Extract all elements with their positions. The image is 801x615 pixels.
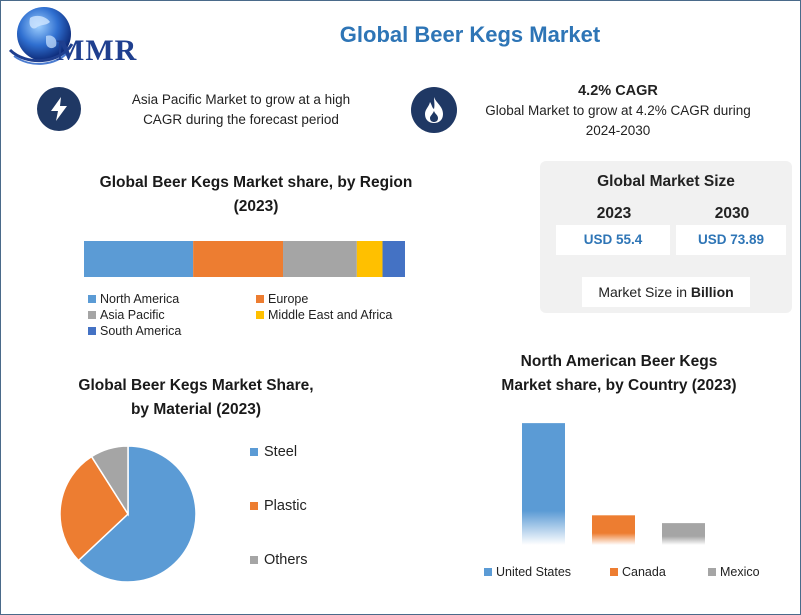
legend-swatch <box>250 502 258 510</box>
legend-item-middle-east-and-africa: Middle East and Africa <box>256 308 392 322</box>
legend-label: Europe <box>268 292 309 306</box>
bar-canada <box>592 515 635 545</box>
mmr-logo: MMR <box>6 4 166 70</box>
bar-mexico <box>662 523 705 545</box>
legend-item-plastic: Plastic <box>250 498 307 514</box>
legend-swatch <box>610 568 618 576</box>
chart-title-line: Global Beer Kegs Market Share, <box>78 377 314 394</box>
legend-swatch <box>256 311 264 319</box>
chart-title-line: by Material (2023) <box>130 401 262 418</box>
legend-item-canada: Canada <box>610 565 666 579</box>
legend-label: Plastic <box>264 498 307 514</box>
legend-swatch <box>250 448 258 456</box>
highlight-asia-pacific: Asia Pacific Market to grow at a high CA… <box>110 90 372 130</box>
region-stacked-bar <box>84 241 405 277</box>
legend-swatch <box>708 568 716 576</box>
legend-label: Mexico <box>720 565 760 579</box>
legend-label: North America <box>100 292 180 306</box>
legend-item-south-america: South America <box>88 324 181 338</box>
market-size-note: Market Size in Billion <box>582 277 750 307</box>
chart-title-line: Market share, by Country (2023) <box>501 377 737 394</box>
market-size-title: Global Market Size <box>597 173 735 190</box>
bar-segment-europe <box>193 241 284 277</box>
highlight-line: CAGR during the forecast period <box>143 112 339 127</box>
country-chart-title: North American Beer Kegs Market share, b… <box>460 350 778 398</box>
year-2030: 2030 <box>714 205 750 222</box>
bar-segment-asia-pacific <box>283 241 357 277</box>
material-legend: Steel Plastic Others <box>250 440 370 580</box>
legend-swatch <box>88 327 96 335</box>
bar-segment-north-america <box>84 241 194 277</box>
legend-swatch <box>256 295 264 303</box>
value-2030: USD 73.89 <box>676 225 786 255</box>
chart-title-line: Global Beer Kegs Market share, by Region <box>99 174 413 191</box>
market-size-panel: Global Market Size 2023 2030 USD 55.4 US… <box>540 161 792 313</box>
chart-title-line: (2023) <box>233 198 279 215</box>
legend-item-others: Others <box>250 552 308 568</box>
legend-item-asia-pacific: Asia Pacific <box>88 308 165 322</box>
logo-text: MMR <box>56 34 138 67</box>
flame-icon <box>411 87 457 133</box>
highlight-line: 2024-2030 <box>585 123 651 138</box>
highlight-line: Asia Pacific Market to grow at a high <box>131 92 351 107</box>
region-chart-title: Global Beer Kegs Market share, by Region… <box>80 171 432 219</box>
legend-item-europe: Europe <box>256 292 308 306</box>
highlight-line: Global Market to grow at 4.2% CAGR durin… <box>485 103 751 118</box>
chart-title-line: North American Beer Kegs <box>520 353 718 370</box>
legend-label: South America <box>100 324 182 338</box>
legend-swatch <box>250 556 258 564</box>
note-prefix: Market Size in <box>598 284 691 300</box>
material-chart-title: Global Beer Kegs Market Share, by Materi… <box>50 374 342 422</box>
legend-label: United States <box>496 565 572 579</box>
legend-item-steel: Steel <box>250 444 297 460</box>
year-2023: 2023 <box>596 205 632 222</box>
pie-slice-others <box>90 445 129 517</box>
legend-label: Others <box>264 552 308 568</box>
value-2023: USD 55.4 <box>556 225 670 255</box>
legend-label: Asia Pacific <box>100 308 165 322</box>
country-bar-chart <box>522 423 705 545</box>
region-legend: North America Europe Asia Pacific Middle Ea… <box>88 292 428 342</box>
lightning-bolt-icon <box>37 87 81 131</box>
legend-label: Canada <box>622 565 666 579</box>
legend-item-united-states: United States <box>484 565 571 579</box>
note-unit: Billion <box>690 284 734 300</box>
cagr-heading: 4.2% CAGR <box>578 83 658 99</box>
legend-swatch <box>88 295 96 303</box>
material-pie-chart <box>59 445 197 583</box>
legend-swatch <box>88 311 96 319</box>
legend-label: Steel <box>264 444 298 460</box>
bar-segment-middle-east-and-africa <box>356 241 383 277</box>
bar-segment-south-america <box>382 241 405 277</box>
page-title: Global Beer Kegs Market <box>339 22 601 47</box>
country-legend: United States Canada Mexico <box>478 565 778 585</box>
pie-slice-plastic <box>59 455 129 562</box>
highlight-cagr: 4.2% CAGR Global Market to grow at 4.2% … <box>468 81 768 141</box>
legend-item-mexico: Mexico <box>708 565 760 579</box>
globe-icon <box>8 7 74 65</box>
pie-slice-steel <box>77 445 197 583</box>
legend-item-north-america: North America <box>88 292 179 306</box>
legend-swatch <box>484 568 492 576</box>
bar-united-states <box>522 423 565 545</box>
legend-label: Middle East and Africa <box>268 308 393 322</box>
